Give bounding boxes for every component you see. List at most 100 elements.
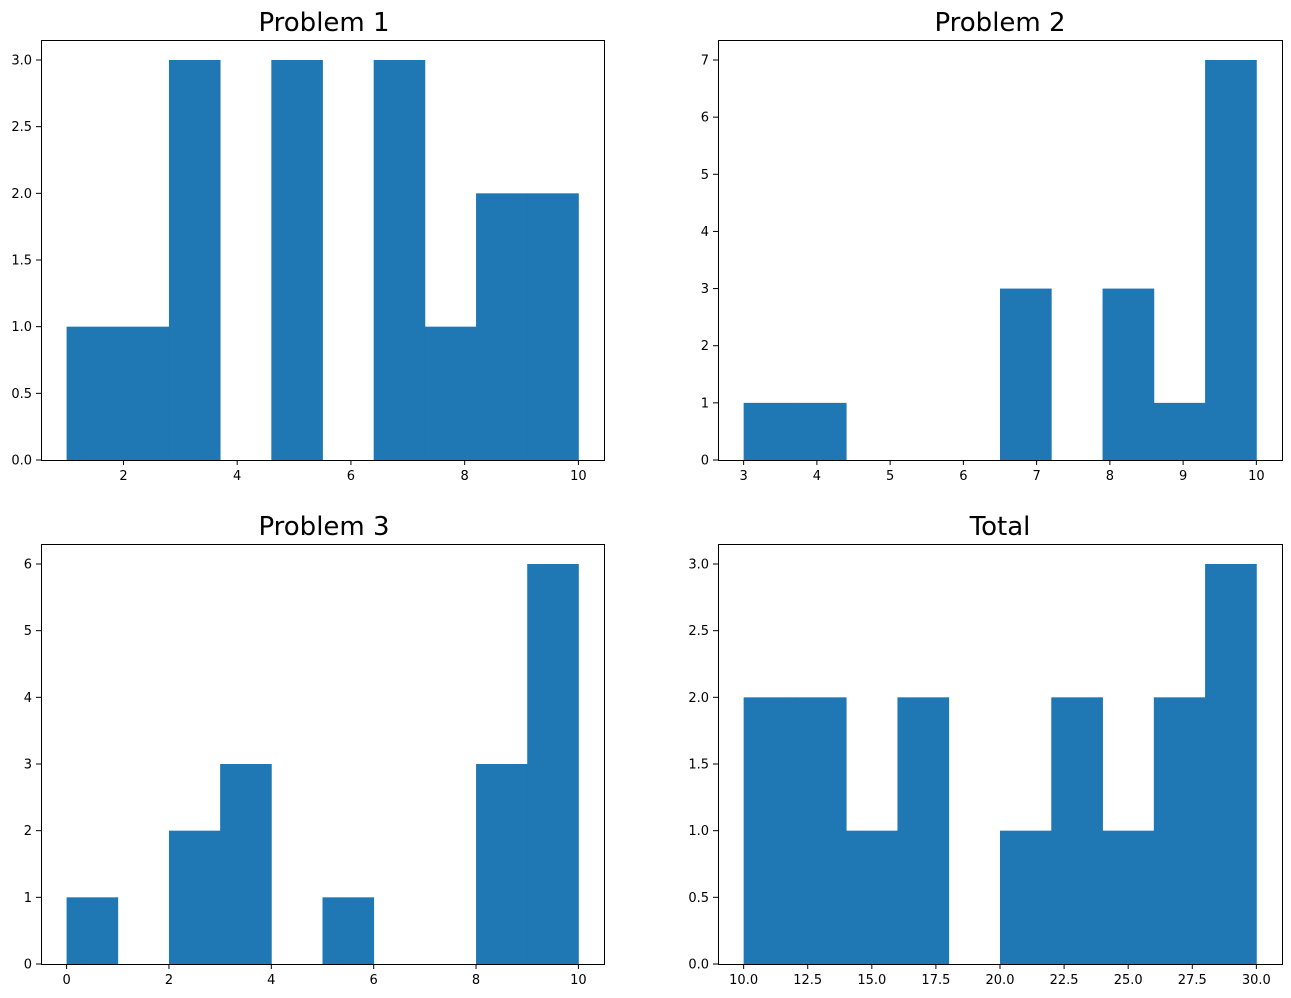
histogram-bar [1205, 564, 1257, 964]
x-tick-label: 6 [959, 469, 967, 484]
x-tick-label: 2 [119, 469, 127, 484]
x-tick-label: 22.5 [1050, 973, 1079, 988]
histogram-bar [1153, 697, 1206, 964]
histogram-bar [66, 326, 119, 460]
y-tick-label: 0.0 [11, 454, 32, 469]
y-tick-label: 6 [701, 111, 709, 126]
y-tick-label: 0 [24, 958, 32, 973]
y-tick-label: 0.5 [688, 891, 709, 906]
bars [743, 564, 1257, 964]
histogram-bar [1000, 830, 1052, 964]
x-tick-label: 8 [461, 469, 469, 484]
chart-title: Problem 2 [934, 8, 1065, 38]
x-tick-label: 17.5 [921, 973, 950, 988]
y-tick-label: 2.5 [11, 120, 32, 135]
x-tick-label: 8 [1106, 469, 1114, 484]
x-tick-label: 30.0 [1242, 973, 1271, 988]
histogram-bar [743, 697, 796, 964]
y-tick-label: 5 [701, 168, 709, 183]
y-tick-label: 3.0 [688, 558, 709, 573]
x-tick-label: 20.0 [986, 973, 1015, 988]
subplot-problem-2: Problem 2 3 4 5 6 7 8 9 10 0 1 2 3 4 5 6 7 [701, 8, 1283, 484]
histogram-bar [794, 697, 847, 964]
y-tick-label: 3 [24, 758, 32, 773]
histogram-bar [1153, 402, 1206, 460]
axes-frame [41, 544, 605, 965]
histogram-bar [271, 60, 323, 460]
x-tick-label: 12.5 [793, 973, 822, 988]
y-tick-label: 7 [701, 54, 709, 69]
histogram-bar [168, 60, 221, 460]
chart-title: Total [969, 512, 1031, 542]
y-tick-label: 5 [24, 624, 32, 639]
x-tick-label: 9 [1179, 469, 1187, 484]
histogram-bar [220, 764, 272, 964]
histogram-bar [476, 764, 528, 964]
bars [66, 564, 579, 964]
histogram-bar [527, 564, 579, 964]
histogram-bar [322, 897, 375, 964]
histogram-bar [794, 402, 847, 460]
histogram-bar [897, 697, 950, 964]
subplot-problem-1: Problem 1 2 4 6 8 10 0.0 0.5 1.0 1.5 2.0 2.5 3.0 [11, 8, 605, 484]
y-tick-label: 1 [701, 396, 709, 411]
x-tick-label: 5 [886, 469, 894, 484]
x-tick-label: 10 [570, 973, 587, 988]
y-tick-label: 2 [701, 339, 709, 354]
x-tick-label: 4 [233, 469, 241, 484]
x-tick-label: 10.0 [729, 973, 758, 988]
y-tick-label: 0.5 [11, 387, 32, 402]
axes-frame [718, 40, 1283, 461]
histogram-bar [1000, 288, 1052, 460]
histogram-bar [476, 193, 528, 460]
histogram-bar [373, 60, 426, 460]
y-tick-label: 6 [24, 558, 32, 573]
x-tick-label: 6 [347, 469, 355, 484]
y-tick-label: 2.0 [688, 691, 709, 706]
x-tick-label: 7 [1032, 469, 1040, 484]
y-tick-label: 3.0 [11, 54, 32, 69]
chart-title: Problem 1 [258, 8, 389, 38]
histogram-bar [168, 830, 221, 964]
bars [743, 60, 1257, 460]
x-tick-label: 0 [62, 973, 70, 988]
histogram-bar [1102, 288, 1155, 460]
x-tick-label: 3 [739, 469, 747, 484]
y-tick-label: 4 [701, 225, 709, 240]
y-tick-label: 4 [24, 691, 32, 706]
x-tick-label: 8 [472, 973, 480, 988]
subplot-total: Total 10.0 12.5 15.0 17.5 20.0 22.5 25.0 27.5 30… [688, 512, 1283, 988]
y-tick-label: 2 [24, 824, 32, 839]
histogram-bar [846, 830, 898, 964]
y-tick-label: 3 [701, 282, 709, 297]
y-tick-label: 0.0 [688, 958, 709, 973]
histogram-bar [1205, 60, 1257, 460]
y-tick-label: 1.0 [688, 824, 709, 839]
histogram-bar [743, 402, 796, 460]
y-tick-label: 1.0 [11, 320, 32, 335]
histogram-bar [1102, 830, 1155, 964]
x-tick-label: 2 [165, 973, 173, 988]
x-tick-label: 10 [1248, 469, 1265, 484]
axes-frame [41, 40, 605, 461]
x-tick-label: 4 [267, 973, 275, 988]
histogram-bar [66, 897, 119, 964]
subplot-problem-3: Problem 3 0 2 4 6 8 10 0 1 2 3 4 5 6 [24, 512, 605, 988]
x-tick-label: 6 [370, 973, 378, 988]
chart-title: Problem 3 [258, 512, 389, 542]
y-tick-label: 1.5 [688, 758, 709, 773]
x-tick-label: 27.5 [1178, 973, 1207, 988]
x-tick-label: 25.0 [1114, 973, 1143, 988]
histogram-bar [1051, 697, 1103, 964]
y-tick-label: 0 [701, 454, 709, 469]
x-tick-label: 15.0 [857, 973, 886, 988]
x-tick-label: 10 [570, 469, 587, 484]
histogram-bar [527, 193, 579, 460]
x-tick-label: 4 [813, 469, 821, 484]
bars [66, 60, 579, 460]
y-tick-label: 1 [24, 891, 32, 906]
y-tick-label: 2.5 [688, 624, 709, 639]
histogram-bar [117, 326, 170, 460]
y-tick-label: 1.5 [11, 254, 32, 269]
